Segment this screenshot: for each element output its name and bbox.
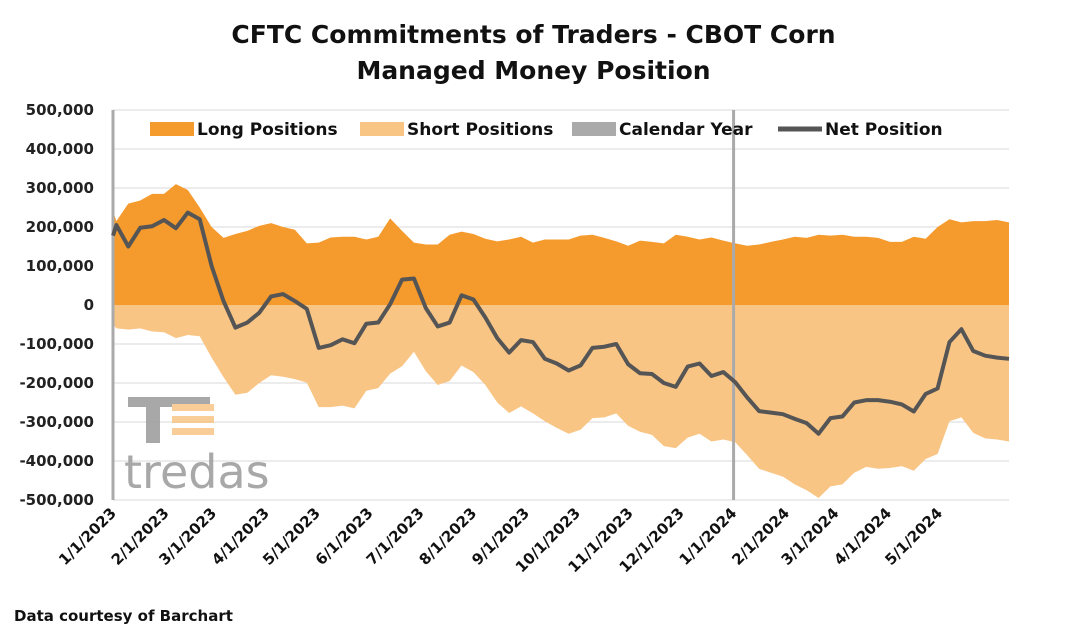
long-positions-area <box>113 184 1009 305</box>
legend-label-long: Long Positions <box>197 120 338 140</box>
legend-label-short: Short Positions <box>407 120 553 140</box>
short-positions-area <box>113 305 1009 499</box>
y-tick-label: 0 <box>84 296 94 314</box>
y-tick-label: -300,000 <box>19 413 94 431</box>
x-axis-ticks: 1/1/20232/1/20233/1/20234/1/20235/1/2023… <box>55 504 946 576</box>
net-position-polyline <box>111 210 1010 436</box>
y-tick-label: 300,000 <box>26 179 94 197</box>
legend-label-calendar: Calendar Year <box>619 120 753 140</box>
y-tick-label: -400,000 <box>19 452 94 470</box>
y-tick-label: 400,000 <box>26 140 94 158</box>
y-tick-label: 500,000 <box>26 101 94 119</box>
y-tick-label: 100,000 <box>26 257 94 275</box>
y-axis-ticks: 500,000 400,000 300,000 200,000 100,000 0 -100… <box>19 101 94 509</box>
tredas-logo: tredas <box>124 397 270 499</box>
legend-swatch-calendar <box>572 122 616 136</box>
legend-label-net: Net Position <box>825 120 943 140</box>
y-tick-label: 200,000 <box>26 218 94 236</box>
y-tick-label: -200,000 <box>19 374 94 392</box>
net-position-line <box>111 210 1010 436</box>
y-tick-label: -500,000 <box>19 491 94 509</box>
calendar-year-lines <box>111 110 736 500</box>
y-tick-label: -100,000 <box>19 335 94 353</box>
chart-title-line2: Managed Money Position <box>356 56 711 85</box>
footer-credit: Data courtesy of Barchart <box>14 607 233 625</box>
legend: Long Positions Short Positions Calendar … <box>150 120 943 140</box>
logo-text: tredas <box>124 445 270 499</box>
legend-swatch-long <box>150 122 194 136</box>
legend-swatch-short <box>360 122 404 136</box>
area-series <box>113 184 1009 499</box>
chart-title-line1: CFTC Commitments of Traders - CBOT Corn <box>231 20 836 49</box>
